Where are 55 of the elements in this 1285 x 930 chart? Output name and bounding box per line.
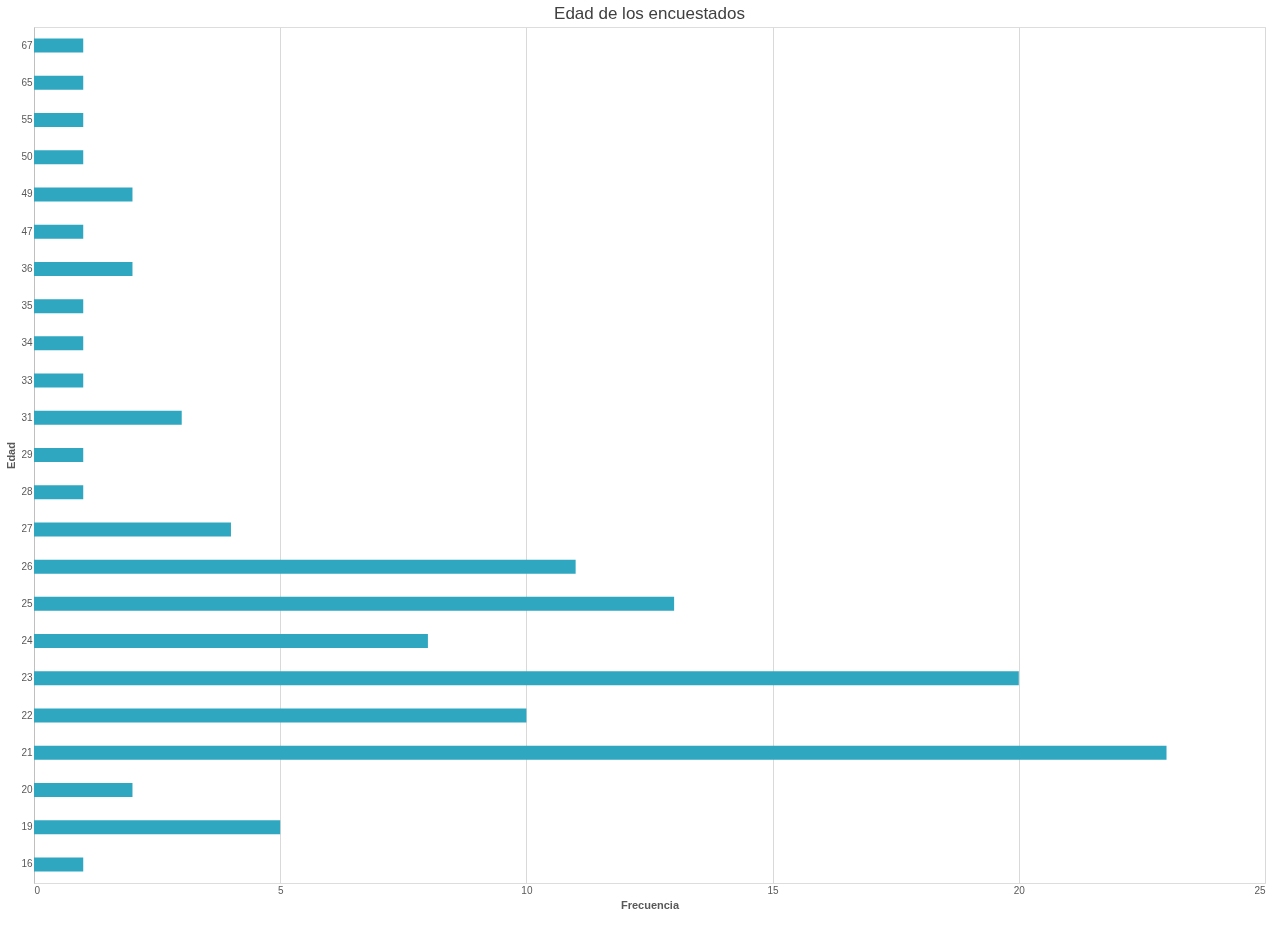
bar: [34, 671, 1019, 686]
y-tick-label: 21: [21, 746, 33, 758]
y-tick-label: 50: [21, 151, 33, 163]
bar: [34, 708, 527, 723]
y-tick-label: 19: [21, 821, 33, 833]
x-axis-title: Frecuencia: [620, 898, 680, 911]
y-tick-label: 65: [21, 76, 33, 88]
x-tick-label: 10: [521, 884, 533, 896]
y-tick-label: 47: [21, 225, 33, 237]
bar: [34, 224, 84, 239]
x-tick-label: 20: [1013, 884, 1026, 896]
y-tick-label: 16: [21, 858, 33, 870]
y-tick-label: 49: [21, 188, 33, 200]
y-tick-label: 36: [21, 262, 33, 274]
bar: [34, 410, 182, 425]
bar: [34, 336, 84, 351]
y-tick-label: 23: [21, 672, 33, 684]
y-tick-label: 55: [21, 114, 33, 126]
bar: [34, 187, 133, 202]
bar: [34, 299, 84, 314]
x-tick-label: 5: [277, 884, 284, 896]
bar: [34, 782, 133, 797]
bar: [34, 857, 84, 872]
y-tick-label: 33: [21, 374, 33, 386]
bar: [34, 596, 675, 611]
bar: [34, 38, 84, 53]
bar: [34, 261, 133, 276]
x-tick-label: 25: [1254, 884, 1266, 896]
y-tick-label: 67: [21, 39, 33, 51]
bar: [34, 113, 84, 128]
bar: [34, 373, 84, 388]
y-tick-label: 31: [21, 411, 33, 423]
y-tick-label: 27: [21, 523, 33, 535]
x-tick-label: 0: [34, 884, 41, 896]
bar: [34, 485, 84, 500]
y-tick-label: 26: [21, 560, 33, 572]
bar: [34, 559, 576, 574]
y-tick-label: 28: [21, 486, 33, 498]
bar: [34, 448, 84, 462]
bar: [34, 634, 428, 649]
x-tick-label: 15: [767, 884, 780, 896]
y-axis-title: Edad: [5, 442, 18, 469]
y-tick-label: 24: [21, 635, 33, 647]
y-tick-label: 35: [21, 300, 33, 312]
y-tick-label: 20: [21, 783, 33, 795]
chart-title: Edad de los encuestados: [554, 4, 745, 23]
bar: [34, 820, 281, 835]
y-tick-label: 25: [21, 597, 33, 609]
y-tick-label: 22: [21, 709, 33, 721]
y-tick-label: 29: [21, 449, 33, 460]
bar: [34, 150, 84, 165]
bar: [34, 75, 84, 90]
y-tick-label: 34: [21, 337, 33, 349]
bar: [34, 745, 1167, 760]
bar: [34, 522, 231, 537]
